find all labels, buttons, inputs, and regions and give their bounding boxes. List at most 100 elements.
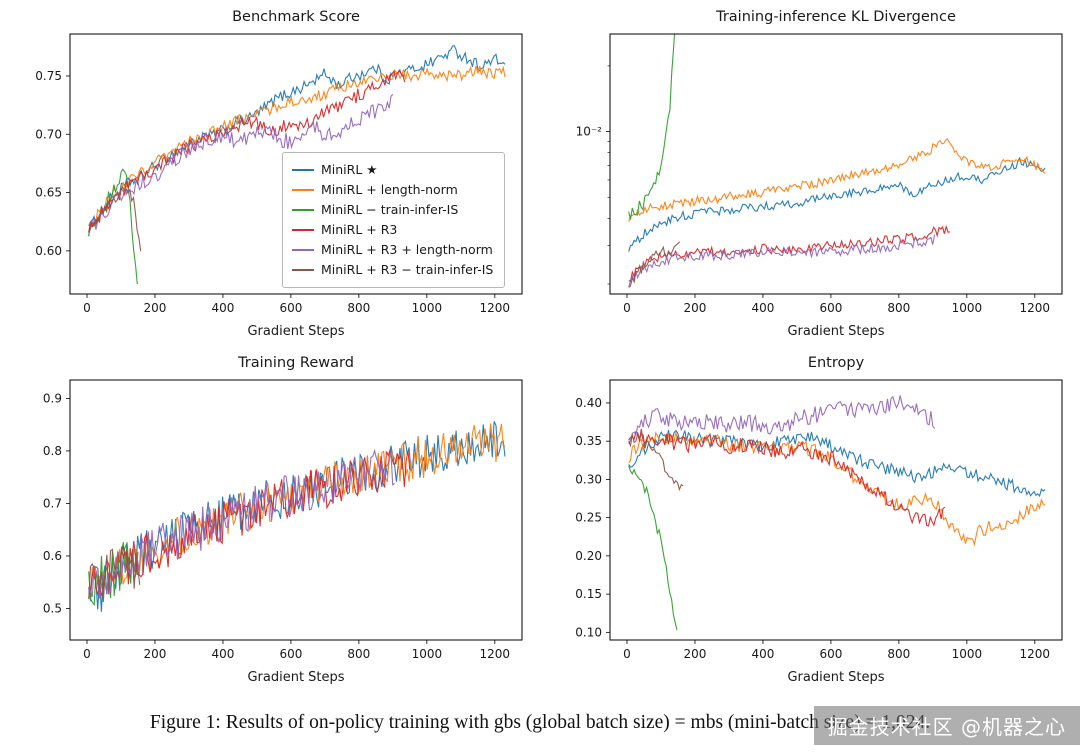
watermark: 掘金技术社区 @机器之心: [813, 706, 1080, 745]
orange-line-swatch: [292, 189, 314, 191]
svg-text:200: 200: [144, 647, 167, 661]
svg-text:1200: 1200: [1020, 647, 1051, 661]
svg-text:0: 0: [623, 301, 631, 315]
subplot-entropy: 0 200 400 600 800 1000 1200 0.10 0.15 0.20 0.25 0.3…: [540, 346, 1080, 692]
svg-text:600: 600: [279, 301, 302, 315]
svg-text:800: 800: [887, 301, 910, 315]
svg-text:800: 800: [347, 301, 370, 315]
legend-item: MiniRL + R3 + length-norm: [292, 240, 493, 260]
svg-text:0.25: 0.25: [575, 511, 602, 525]
caption-row: Figure 1: Results of on-policy training …: [0, 692, 1080, 753]
chart-title: Benchmark Score: [232, 9, 360, 25]
legend-item: MiniRL + R3: [292, 220, 493, 240]
svg-text:0.15: 0.15: [575, 587, 602, 601]
purple-line-swatch: [292, 249, 314, 251]
svg-text:800: 800: [347, 647, 370, 661]
svg-text:0.30: 0.30: [575, 472, 602, 486]
green-line-swatch: [292, 209, 314, 211]
series-line-brown: [88, 185, 142, 252]
legend-item: MiniRL + R3 − train-infer-IS: [292, 260, 493, 280]
svg-text:1000: 1000: [952, 647, 983, 661]
series-line-red: [628, 224, 950, 282]
series-line-green: [628, 465, 678, 631]
x-axis-label: Gradient Steps: [787, 324, 884, 339]
svg-text:600: 600: [819, 647, 842, 661]
svg-text:0: 0: [623, 647, 631, 661]
legend-label: MiniRL + R3 − train-infer-IS: [321, 262, 494, 277]
svg-text:0: 0: [83, 647, 91, 661]
legend-label: MiniRL + R3 + length-norm: [321, 242, 493, 257]
legend-item: MiniRL + length-norm: [292, 180, 493, 200]
series-line-purple: [88, 94, 394, 230]
legend: MiniRL ★ MiniRL + length-norm MiniRL − tra…: [282, 152, 506, 288]
svg-text:10⁻²: 10⁻²: [576, 125, 603, 139]
svg-text:0.9: 0.9: [43, 391, 62, 405]
x-axis-label: Gradient Steps: [787, 670, 884, 685]
svg-text:0.10: 0.10: [575, 625, 602, 639]
training-reward-chart: 0 200 400 600 800 1000 1200 0.5 0.6 0.7 0.8 0.9 Trai…: [43, 355, 523, 685]
svg-text:0: 0: [83, 301, 91, 315]
svg-text:0.40: 0.40: [575, 396, 602, 410]
legend-item: MiniRL ★: [292, 160, 493, 180]
subplot-grid: 0 200 400 600 800 1000 1200 0.60 0.65 0.70 0.75 Ben…: [0, 0, 1080, 692]
svg-text:400: 400: [751, 301, 774, 315]
series-line-brown: [628, 431, 684, 492]
svg-text:0.70: 0.70: [35, 127, 62, 141]
series-line-orange: [88, 65, 506, 233]
subplot-training-reward: 0 200 400 600 800 1000 1200 0.5 0.6 0.7 0.8 0.9 Trai…: [0, 346, 540, 692]
series-line-blue: [88, 45, 506, 237]
svg-text:600: 600: [819, 301, 842, 315]
red-line-swatch: [292, 229, 314, 231]
svg-text:600: 600: [279, 647, 302, 661]
x-axis-label: Gradient Steps: [247, 324, 344, 339]
svg-text:0.35: 0.35: [575, 434, 602, 448]
svg-text:0.60: 0.60: [35, 244, 62, 258]
svg-text:0.65: 0.65: [35, 186, 62, 200]
blue-line-swatch: [292, 169, 314, 171]
series-line-purple: [88, 448, 395, 599]
x-axis-label: Gradient Steps: [247, 670, 344, 685]
series-line-blue: [628, 156, 1046, 252]
svg-text:1200: 1200: [480, 301, 511, 315]
svg-text:400: 400: [751, 647, 774, 661]
series-line-red: [628, 428, 946, 527]
series-line-blue: [628, 429, 1046, 498]
svg-text:0.5: 0.5: [43, 601, 62, 615]
svg-text:200: 200: [684, 647, 707, 661]
brown-line-swatch: [292, 269, 314, 271]
legend-item: MiniRL − train-infer-IS: [292, 200, 493, 220]
svg-text:0.7: 0.7: [43, 496, 62, 510]
chart-title: Training Reward: [237, 355, 354, 371]
kl-divergence-chart: 0 200 400 600 800 1000 1200 10⁻² Training-infere…: [576, 9, 1063, 339]
series-line-red: [88, 69, 406, 233]
legend-label: MiniRL + R3: [321, 222, 398, 237]
figure-caption: Figure 1: Results of on-policy training …: [149, 711, 931, 733]
svg-text:400: 400: [211, 647, 234, 661]
series-line-brown: [628, 241, 681, 288]
series-line-orange: [628, 431, 1046, 547]
svg-text:0.75: 0.75: [35, 69, 62, 83]
svg-text:1000: 1000: [952, 301, 983, 315]
svg-text:0.6: 0.6: [43, 549, 62, 563]
legend-label: MiniRL − train-infer-IS: [321, 202, 459, 217]
series-line-purple: [628, 395, 936, 444]
subplot-kl-divergence: 0 200 400 600 800 1000 1200 10⁻² Training-infere…: [540, 0, 1080, 346]
svg-text:1000: 1000: [412, 647, 443, 661]
svg-text:200: 200: [144, 301, 167, 315]
series-line-green: [628, 34, 676, 220]
chart-title: Entropy: [808, 355, 865, 371]
svg-text:0.20: 0.20: [575, 549, 602, 563]
svg-text:1200: 1200: [1020, 301, 1051, 315]
svg-text:1000: 1000: [412, 301, 443, 315]
svg-text:200: 200: [684, 301, 707, 315]
subplot-benchmark-score: 0 200 400 600 800 1000 1200 0.60 0.65 0.70 0.75 Ben…: [0, 0, 540, 346]
svg-text:1200: 1200: [480, 647, 511, 661]
legend-label: MiniRL + length-norm: [321, 182, 458, 197]
series-line-orange: [628, 138, 1046, 222]
chart-title: Training-inference KL Divergence: [715, 9, 956, 25]
series-line-purple: [628, 234, 936, 288]
legend-label: MiniRL ★: [321, 162, 378, 177]
svg-text:400: 400: [211, 301, 234, 315]
series-line-brown: [88, 546, 141, 603]
